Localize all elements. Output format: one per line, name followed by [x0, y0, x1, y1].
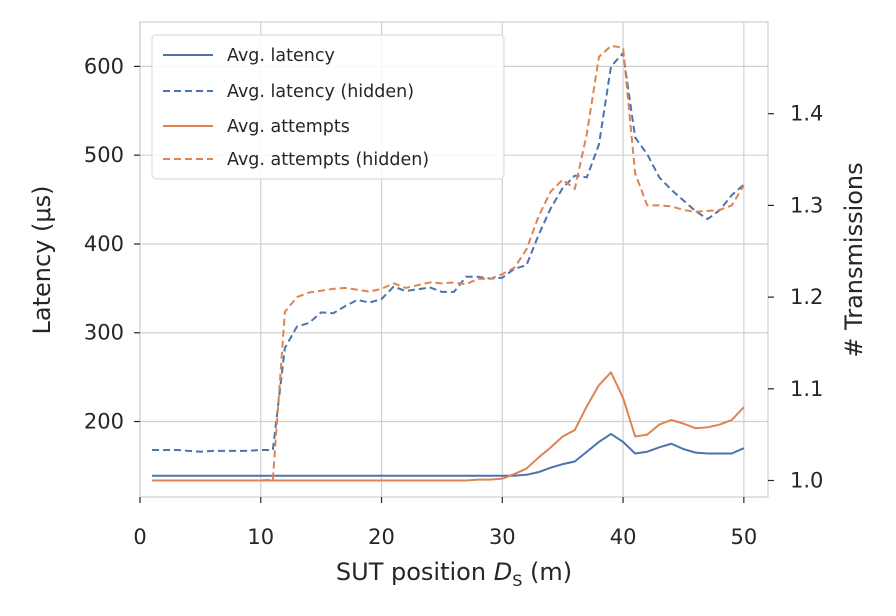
x-axis-title-suffix: (m) [522, 558, 572, 586]
legend-label-avg-latency-hidden: Avg. latency (hidden) [227, 82, 414, 102]
y-right-axis-ticks: 1.0 1.1 1.2 1.3 1.4 [768, 102, 823, 492]
x-tick-label-0: 0 [133, 525, 146, 549]
y-left-axis-ticks: 200 300 400 500 600 [84, 54, 140, 434]
x-tick-label-40: 40 [610, 525, 637, 549]
series-line-avg-attempts [152, 371, 745, 482]
x-axis-ticks: 0 10 20 30 40 50 [133, 497, 757, 549]
y-right-tick-label-1: 1.1 [790, 377, 823, 401]
y-right-tick-label-2: 1.2 [790, 285, 823, 309]
x-axis-title-sub: S [512, 571, 522, 590]
y-right-axis-title: # Transmissions [840, 162, 868, 357]
y-right-tick-label-3: 1.3 [790, 193, 823, 217]
series-layer [152, 44, 745, 482]
series-line-avg-attempts-hidden [152, 44, 745, 482]
y-right-tick-label-4: 1.4 [790, 102, 823, 126]
legend: Avg. latency Avg. latency (hidden) Avg. … [151, 34, 505, 180]
x-tick-label-10: 10 [247, 525, 274, 549]
y-left-tick-label-400: 400 [84, 232, 124, 256]
x-axis-title-prefix: SUT position [336, 558, 494, 586]
y-left-axis-title: Latency (μs) [28, 186, 56, 335]
series-line-avg-latency [152, 432, 745, 477]
y-left-tick-label-600: 600 [84, 54, 124, 78]
x-tick-label-20: 20 [368, 525, 395, 549]
x-tick-label-30: 30 [489, 525, 516, 549]
legend-label-avg-attempts-hidden: Avg. attempts (hidden) [227, 150, 429, 170]
y-left-tick-label-300: 300 [84, 321, 124, 345]
series-line-avg-latency-hidden [152, 52, 745, 453]
x-axis-title-var: D [494, 558, 512, 586]
legend-label-avg-attempts: Avg. attempts [227, 117, 350, 137]
x-axis-title: SUT position DS (m) [336, 558, 572, 590]
x-tick-label-50: 50 [730, 525, 757, 549]
y-left-tick-label-500: 500 [84, 143, 124, 167]
legend-label-avg-latency: Avg. latency [227, 46, 335, 66]
plot-frame [139, 21, 769, 498]
legend-box [151, 34, 505, 180]
y-left-tick-label-200: 200 [84, 410, 124, 434]
y-right-tick-label-0: 1.0 [790, 468, 823, 492]
